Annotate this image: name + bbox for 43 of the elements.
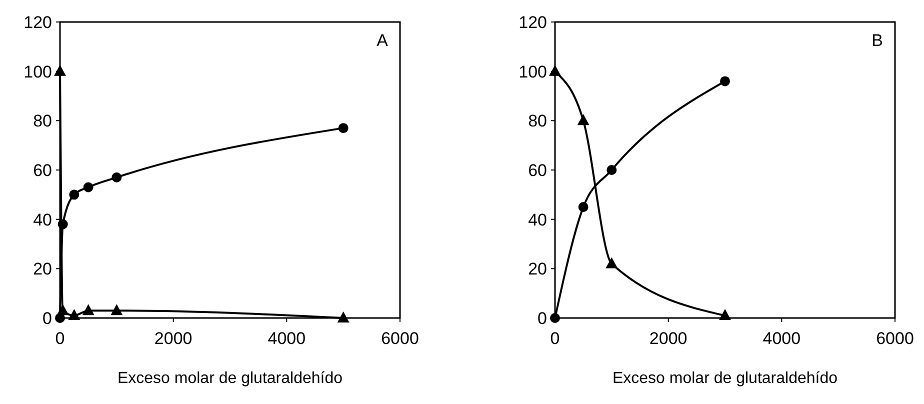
point	[56, 304, 69, 316]
y-tick-label: 120	[24, 12, 52, 32]
point	[69, 190, 80, 200]
x-tick-label: 4000	[762, 329, 801, 348]
point	[83, 182, 94, 192]
point	[110, 304, 123, 316]
x-tick-label: 0	[55, 329, 65, 348]
point	[577, 114, 590, 126]
annotation: B	[872, 31, 883, 50]
y-tick-label: 0	[538, 308, 547, 328]
y-tick-label: 120	[518, 12, 547, 32]
y-tick-label: 80	[33, 112, 52, 131]
y-tick-label: 40	[33, 210, 52, 230]
y-tick-label: 100	[518, 62, 547, 82]
x-tick-label: 2000	[154, 329, 192, 348]
y-tick-label: 80	[528, 112, 547, 131]
y-tick-label: 60	[33, 160, 52, 180]
x-tick-label: 6000	[876, 329, 914, 348]
point	[578, 202, 588, 212]
x-tick-label: 2000	[649, 329, 688, 348]
x-axis-title: Exceso molar de glutaraldehído	[117, 370, 343, 387]
x-tick-label: 4000	[268, 329, 306, 348]
point	[112, 172, 122, 182]
y-tick-label: 60	[528, 160, 547, 180]
point	[550, 313, 560, 323]
x-tick-label: 0	[550, 329, 560, 348]
y-tick-label: 20	[528, 260, 547, 279]
point	[606, 257, 618, 268]
point	[606, 165, 617, 175]
y-tick-label: 100	[24, 62, 52, 82]
point	[68, 309, 80, 320]
annotation: A	[376, 31, 389, 50]
point	[337, 312, 350, 322]
point	[719, 309, 731, 320]
x-axis-title: Exceso molar de glutaraldehído	[612, 370, 838, 387]
y-tick-label: 40	[528, 210, 547, 230]
point	[338, 123, 348, 134]
y-tick-label: 20	[33, 260, 52, 279]
x-tick-label: 6000	[381, 329, 419, 348]
point	[549, 64, 561, 76]
y-tick-label: 0	[42, 308, 52, 328]
point	[82, 304, 94, 316]
point	[720, 76, 730, 86]
